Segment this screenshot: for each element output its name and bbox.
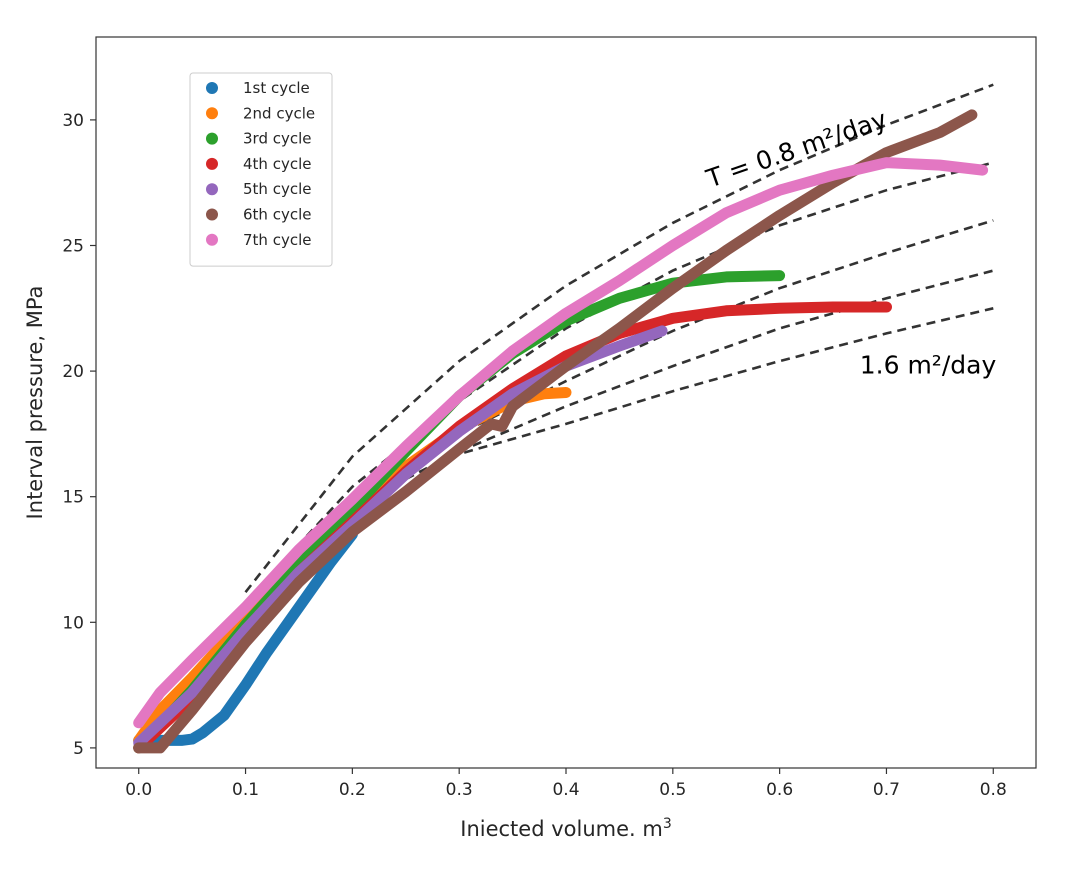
series-line-3 [133,270,786,754]
legend-marker [206,132,218,145]
legend-label: 6th cycle [243,206,311,224]
series-line-7 [133,157,989,729]
legend-label: 5th cycle [243,180,311,198]
legend-marker [206,233,218,246]
reference-curve-1 [244,83,994,594]
x-axis: 0.0 0.1 0.2 0.3 0.4 0.5 0.6 0.7 0.8 [125,768,1007,800]
legend-label: 3rd cycle [243,130,312,148]
annotation-2: 1.6 m²/day [860,351,997,380]
legend-label: 1st cycle [243,79,310,97]
y-tick-label: 10 [62,613,84,633]
legend-box [189,72,333,267]
legend-label: 2nd cycle [243,104,315,122]
y-tick-label: 15 [62,488,84,508]
legend-marker [206,183,218,196]
legend-marker [206,107,218,120]
series-line-6 [133,109,978,754]
legend-label: 4th cycle [243,155,311,173]
x-tick-label: 0.3 [446,780,473,800]
legend-marker [206,157,218,170]
legend-label: 7th cycle [243,231,311,249]
y-tick-label: 30 [62,111,84,131]
reference-curve-2 [244,161,994,604]
series-line-1 [133,528,358,746]
x-tick-label: 0.6 [766,780,793,800]
x-tick-label: 0.8 [980,780,1007,800]
x-tick-label: 0.2 [339,780,366,800]
y-axis-label: Interval pressure, MPa [23,286,47,520]
x-tick-label: 0.7 [873,780,900,800]
y-axis: 5 10 15 20 25 30 [62,111,96,759]
reference-curve-3 [351,219,994,508]
reference-curve-5 [437,307,994,468]
legend-marker [206,208,218,221]
y-tick-label: 5 [73,739,84,759]
series-lines [133,109,989,754]
legend: 1st cycle 2nd cycle 3rd cycle 4th cycle 5th … [189,72,333,267]
x-tick-label: 0.5 [659,780,686,800]
x-axis-label: Iniected volume. m3 [460,816,672,841]
x-tick-label: 0.0 [125,780,152,800]
y-tick-label: 20 [62,362,84,382]
y-tick-label: 25 [62,236,84,256]
legend-marker [206,82,218,94]
x-tick-label: 0.1 [232,780,259,800]
x-tick-label: 0.4 [552,780,579,800]
